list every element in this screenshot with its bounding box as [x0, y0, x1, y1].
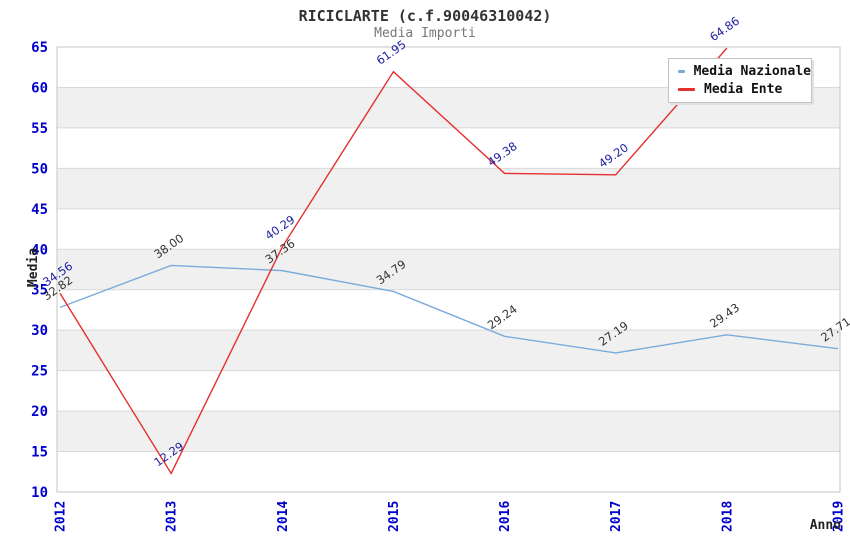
series-line-media-ente [59, 47, 728, 475]
series-line-media-nazionale [59, 264, 839, 354]
x-tick-label: 2017 [609, 501, 624, 532]
plot-border [56, 46, 841, 493]
plot-band [57, 127, 840, 169]
plot-band [57, 249, 840, 290]
y-tick-label: 35 [31, 283, 48, 299]
y-tick-label: 65 [31, 40, 48, 56]
y-tick-label: 10 [31, 485, 48, 501]
chart-title: RICICLARTE (c.f.90046310042) [298, 7, 552, 25]
plot-band [57, 330, 840, 371]
y-tick-label: 20 [31, 404, 48, 420]
plot-band [57, 411, 840, 452]
x-tick-label: 2014 [276, 501, 291, 532]
plot-band [57, 370, 840, 412]
legend-item-media-nazionale: Media Nazionale [669, 64, 811, 79]
y-tick-label: 50 [31, 161, 48, 177]
y-tick-label: 30 [31, 323, 48, 339]
y-tick-label: 55 [31, 121, 48, 137]
x-axis-title: Anno [809, 518, 841, 533]
plot-band [57, 168, 840, 209]
legend-label-media-nazionale: Media Nazionale [693, 64, 811, 79]
y-tick-label: 15 [31, 445, 48, 461]
plot-band [57, 289, 840, 331]
point-label-media-ente: 64.86 [707, 14, 742, 44]
y-axis-title: Media [26, 247, 42, 288]
legend-label-media-ente: Media Ente [704, 82, 783, 97]
x-tick-label: 2016 [498, 501, 513, 532]
legend-swatch-media-nazionale [678, 70, 685, 73]
x-tick-label: 2019 [832, 501, 847, 532]
x-tick-label: 2018 [720, 501, 735, 532]
y-tick-label: 60 [31, 80, 48, 96]
x-tick-label: 2013 [165, 501, 180, 532]
plot-band [57, 208, 840, 250]
plot-band [57, 451, 840, 492]
x-tick-label: 2012 [54, 501, 69, 532]
x-tick-label: 2015 [387, 501, 402, 532]
chart-subtitle: Media Importi [374, 26, 476, 41]
y-tick-label: 40 [31, 242, 48, 258]
y-tick-label: 25 [31, 364, 48, 380]
legend: Media Nazionale Media Ente [668, 58, 812, 103]
legend-item-media-ente: Media Ente [669, 82, 811, 97]
y-tick-label: 45 [31, 202, 48, 218]
legend-swatch-media-ente [678, 88, 695, 91]
